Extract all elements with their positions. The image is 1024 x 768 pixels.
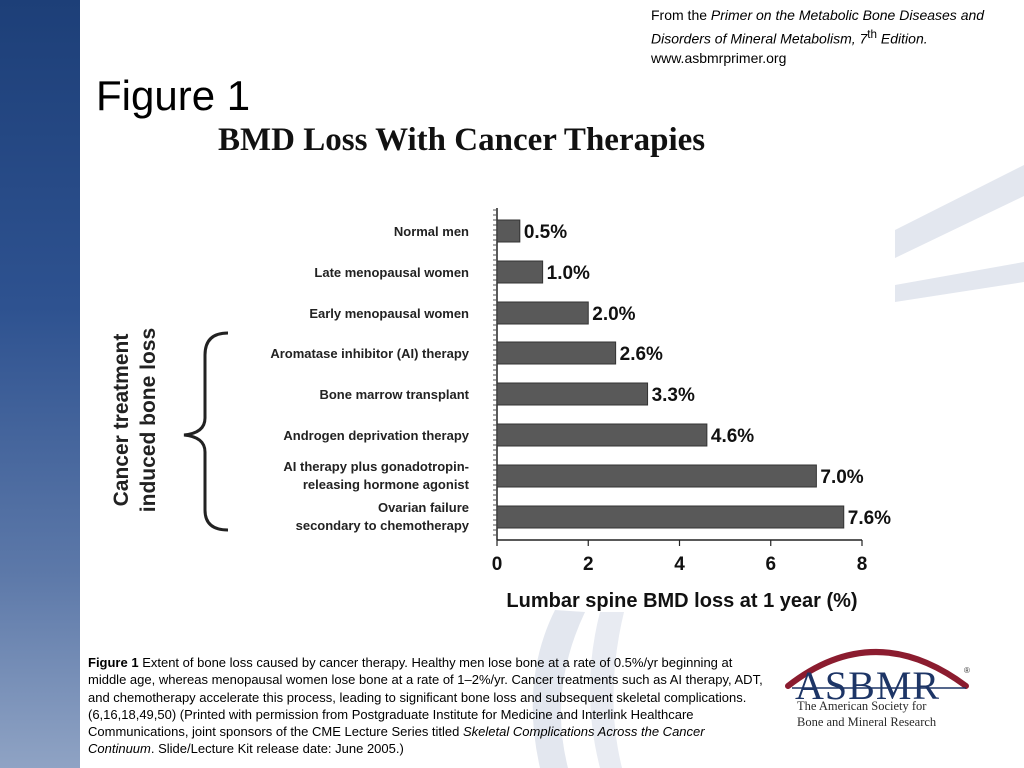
bar (496, 464, 817, 488)
x-axis-label: Lumbar spine BMD loss at 1 year (%) (506, 590, 857, 612)
bar (496, 382, 649, 406)
category-label: Bone marrow transplant (319, 387, 469, 402)
category-label: Late menopausal women (314, 265, 469, 280)
category-label: Ovarian failure (378, 500, 469, 515)
bar-value-label: 2.6% (620, 344, 663, 365)
bar-value-label: 2.0% (592, 304, 635, 325)
x-tick-label: 0 (492, 554, 503, 575)
x-tick-label: 4 (674, 554, 685, 575)
bar (496, 301, 589, 325)
caption-text: Extent of bone loss caused by cancer the… (88, 655, 763, 740)
logo-registered-mark: ® (964, 666, 970, 675)
logo-subtitle-line1: The American Society for (797, 699, 927, 713)
source-book-title: Primer on the Metabolic Bone Diseases an… (651, 7, 985, 47)
chart-title: BMD Loss With Cancer Therapies (218, 122, 706, 158)
slide-title: Figure 1 (96, 72, 251, 119)
x-tick-label: 8 (857, 554, 868, 575)
bar (496, 219, 521, 243)
logo-wordmark: ASBMR (795, 663, 941, 708)
caption-ending: . Slide/Lecture Kit release date: June 2… (150, 741, 404, 757)
bar (496, 341, 617, 365)
bar-value-label: 3.3% (652, 385, 695, 406)
category-label: Aromatase inhibitor (AI) therapy (270, 346, 469, 361)
left-blue-band (0, 0, 80, 768)
source-note: From the Primer on the Metabolic Bone Di… (651, 6, 1021, 68)
bar-value-label: 7.0% (820, 467, 863, 488)
source-prefix: From the (651, 7, 711, 23)
figure-caption: Figure 1 Extent of bone loss caused by c… (88, 654, 768, 758)
group-label-line2: induced bone loss (137, 328, 160, 512)
source-edition: Edition. (877, 30, 928, 47)
bar-value-label: 4.6% (711, 426, 754, 447)
category-label: releasing hormone agonist (303, 477, 470, 492)
x-tick-label: 6 (765, 554, 776, 575)
caption-series-title: Skeletal Complications Across the Cancer… (88, 724, 705, 757)
category-label: Normal men (394, 224, 469, 239)
bar-value-label: 7.6% (848, 508, 891, 529)
source-edition-sup: th (867, 28, 878, 41)
bar-value-label: 1.0% (547, 263, 590, 284)
category-label: Early menopausal women (309, 306, 469, 321)
bar (496, 505, 845, 529)
category-label: secondary to chemotherapy (296, 518, 470, 533)
bar (496, 260, 544, 284)
x-tick-label: 2 (583, 554, 594, 575)
source-url[interactable]: www.asbmrprimer.org (651, 49, 787, 66)
bar-value-label: 0.5% (524, 222, 567, 243)
group-brace (183, 331, 229, 532)
category-label: AI therapy plus gonadotropin- (283, 459, 469, 474)
group-label-line1: Cancer treatment (110, 334, 133, 507)
caption-label: Figure 1 (88, 655, 139, 670)
bar (496, 423, 708, 447)
asbmr-logo: ASBMR ® The American Society for Bone an… (780, 630, 980, 740)
logo-subtitle-line2: Bone and Mineral Research (797, 715, 937, 729)
bmd-loss-bar-chart: 0.5% Normal men 1.0% Late menopausal women 2… (110, 208, 891, 612)
category-label: Androgen deprivation therapy (283, 428, 469, 443)
